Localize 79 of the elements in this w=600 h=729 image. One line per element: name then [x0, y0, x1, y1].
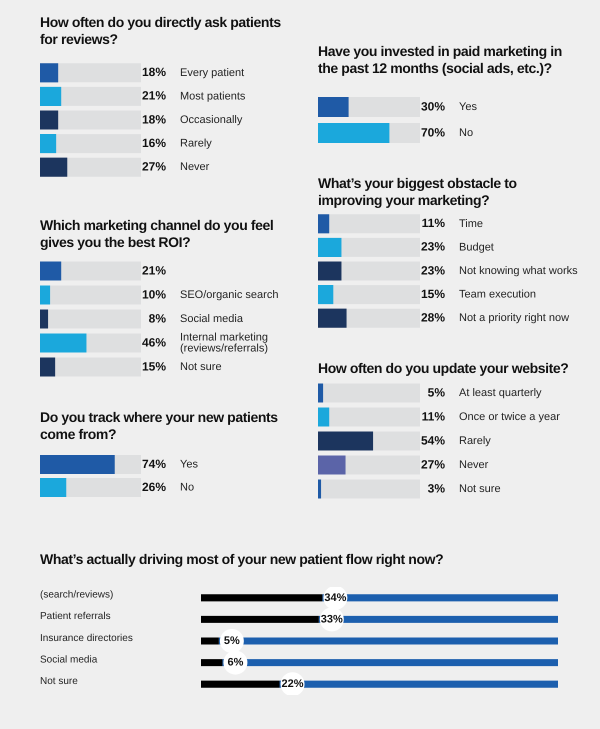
- data-label: 16%: [142, 136, 166, 150]
- category-label: Yes: [459, 101, 477, 114]
- data-label: 70%: [420, 125, 446, 140]
- category-label: Rarely: [459, 435, 491, 448]
- data-label: 18%: [142, 112, 166, 126]
- data-label: 5%: [224, 635, 240, 648]
- category-label: Social media: [40, 654, 98, 666]
- bar: [318, 408, 330, 426]
- category-label: Every patient: [180, 66, 244, 79]
- bar: [40, 134, 56, 154]
- data-label: 21%: [142, 263, 166, 278]
- category-label: (search/reviews): [40, 590, 114, 601]
- data-label: 23%: [420, 240, 446, 254]
- category-label: Social media: [180, 313, 243, 326]
- bar: [40, 262, 62, 280]
- data-label: 18%: [142, 65, 166, 80]
- category-label: Not sure: [40, 676, 78, 687]
- data-label: 74%: [142, 456, 166, 471]
- data-label: 34%: [324, 592, 347, 604]
- data-label: 27%: [142, 160, 166, 174]
- data-label: 22%: [282, 678, 304, 690]
- category-label: Budget: [459, 241, 494, 254]
- bar: [40, 110, 58, 130]
- bar: [318, 285, 334, 304]
- category-label: No: [459, 127, 474, 140]
- bar: [318, 480, 322, 498]
- bar: [40, 86, 62, 106]
- category-label: Not sure: [459, 483, 501, 496]
- data-label: 33%: [320, 613, 344, 626]
- bar: [318, 238, 342, 257]
- category-label: Not a priority right now: [459, 312, 570, 324]
- data-label: 28%: [420, 310, 446, 325]
- category-label: No: [180, 482, 194, 494]
- data-label: 11%: [422, 216, 446, 230]
- category-label: Not sure: [180, 361, 222, 374]
- data-label: 10%: [142, 287, 166, 302]
- data-label: 8%: [148, 311, 166, 326]
- data-label: 54%: [420, 433, 446, 448]
- category-label: Not knowing what works: [459, 265, 578, 278]
- chart-title: Which marketing channel do you feel gives you the best ROI?: [40, 217, 274, 251]
- chart-title: How often do you directly ask patients for reviews?: [40, 14, 282, 48]
- data-label: 46%: [142, 335, 166, 350]
- chart-title: What’s actually driving most of your new patient flow right now?: [40, 551, 444, 568]
- category-label: Most patients: [180, 90, 246, 102]
- category-label: Patient referrals: [40, 611, 111, 622]
- bar: [40, 310, 48, 328]
- chart-title: How often do you update your website?: [318, 360, 570, 377]
- data-label: 5%: [428, 385, 446, 400]
- bar: [318, 261, 342, 281]
- category-label: Once or twice a year: [459, 411, 560, 424]
- bar: [40, 286, 50, 304]
- category-label: Never: [180, 161, 210, 174]
- data-label: 21%: [142, 88, 166, 103]
- data-label: 3%: [428, 481, 446, 496]
- category-label: Internal marketing (reviews/referrals): [180, 332, 268, 355]
- category-label: Team execution: [459, 288, 536, 301]
- category-label: SEO/organic search: [180, 289, 278, 302]
- category-label: Yes: [180, 458, 198, 471]
- category-label: Time: [459, 218, 484, 230]
- category-label: Insurance directories: [40, 632, 133, 644]
- category-label: At least quarterly: [459, 387, 542, 400]
- data-label: 6%: [227, 656, 244, 669]
- data-label: 30%: [420, 99, 446, 114]
- bar: [40, 358, 56, 376]
- category-label: Rarely: [180, 138, 212, 150]
- data-label: 27%: [420, 457, 446, 472]
- data-label: 26%: [142, 480, 166, 494]
- chart-title: What’s your biggest obstacle to improving your marketing?: [318, 175, 518, 209]
- bar: [40, 63, 58, 82]
- data-label: 15%: [142, 359, 166, 374]
- data-label: 11%: [422, 409, 446, 424]
- category-label: Never: [459, 459, 488, 472]
- bar: [318, 384, 324, 402]
- bar: [318, 214, 330, 234]
- data-label: 15%: [420, 286, 446, 301]
- chart-title: Have you invested in paid marketing in the past 12 months (social ads, etc.)?: [318, 43, 563, 77]
- data-label: 23%: [420, 263, 446, 278]
- category-label: Occasionally: [180, 114, 242, 126]
- chart-title: Do you track where your new patients come from?: [40, 409, 279, 443]
